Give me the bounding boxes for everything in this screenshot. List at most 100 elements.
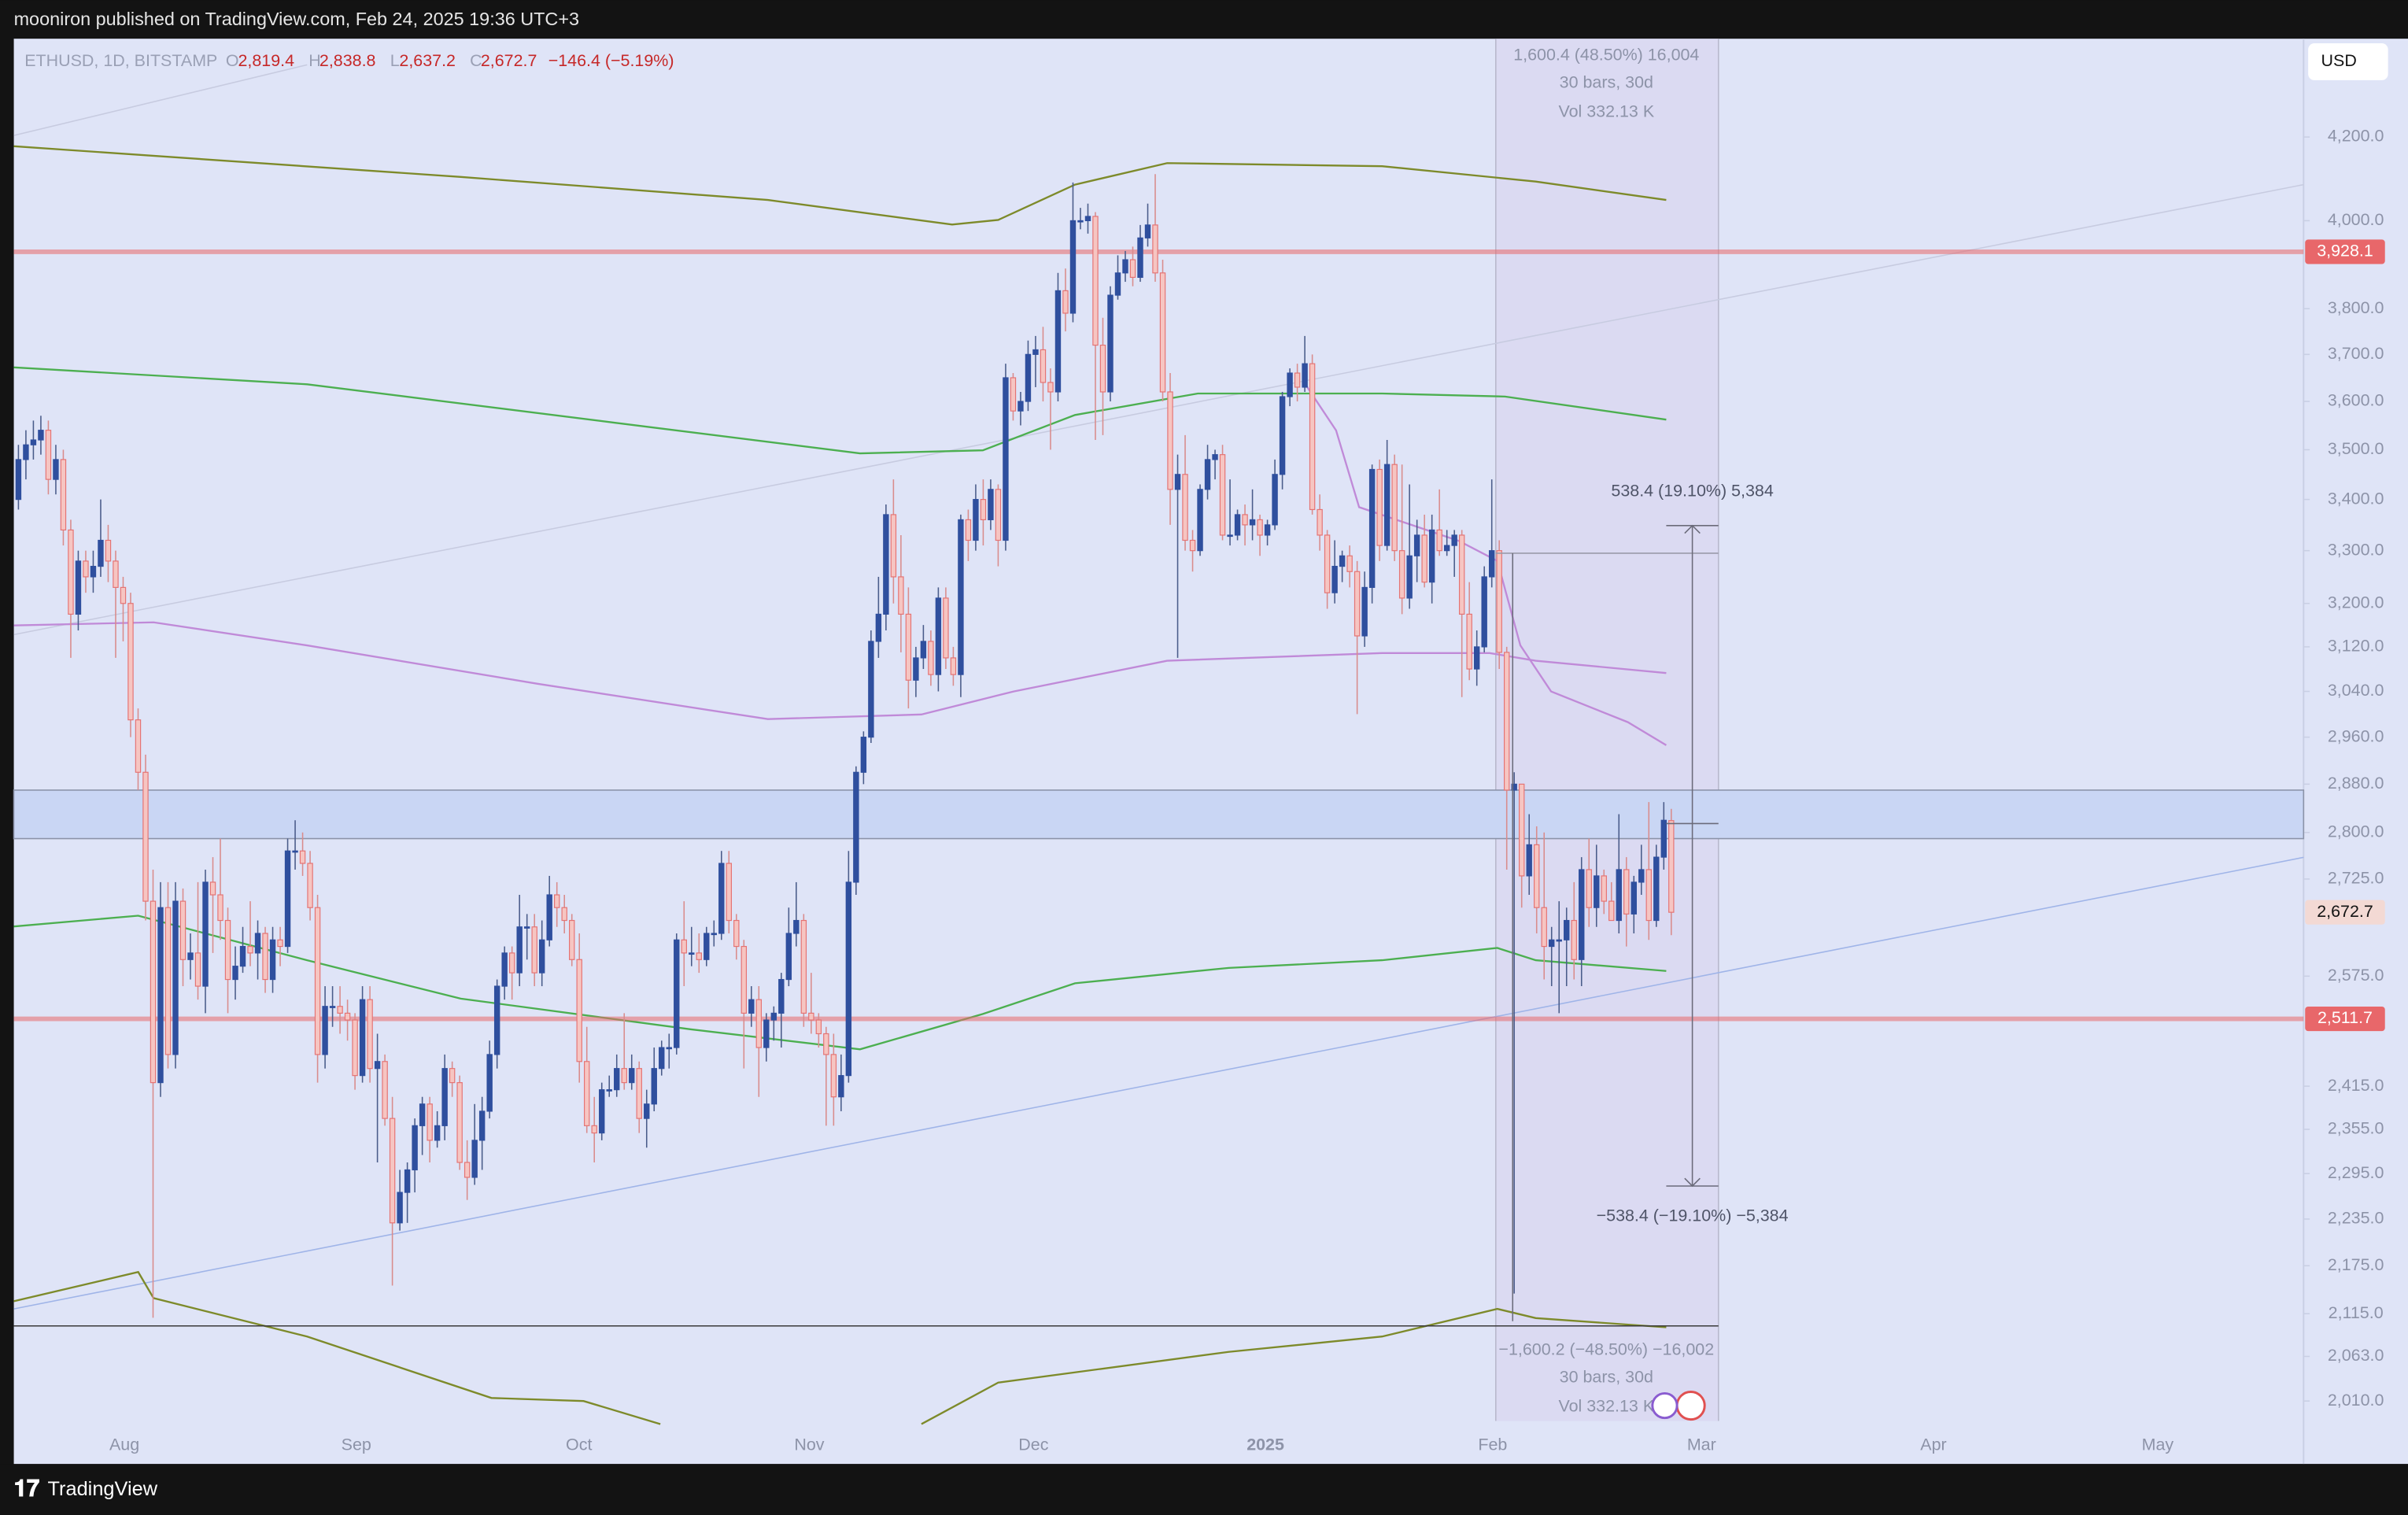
candle-body <box>1473 646 1480 670</box>
candle-body <box>958 519 964 675</box>
candle-body <box>830 1054 837 1098</box>
legend-value: 2,637.2 <box>399 51 456 70</box>
event-icon[interactable] <box>1651 1391 1679 1420</box>
candle-body <box>793 919 800 934</box>
candle-body <box>1234 514 1241 536</box>
candle-body <box>382 1061 388 1119</box>
candle-body <box>516 926 523 974</box>
candle-body <box>666 1047 672 1050</box>
footer-brand: TradingView <box>47 1478 157 1500</box>
candle-body <box>157 907 164 1084</box>
footer-logo: 𝟏𝟕 <box>14 1476 40 1502</box>
legend-symbol: ETHUSD, 1D, BITSTAMP <box>24 51 217 70</box>
event-icon[interactable] <box>1675 1391 1706 1421</box>
level-line <box>13 1016 2304 1022</box>
candle-body <box>337 1006 343 1014</box>
candle-body <box>1601 875 1607 902</box>
candle-body <box>53 459 59 480</box>
price-badge-label: 3,928.1 <box>2317 242 2373 261</box>
candle-body <box>98 539 104 567</box>
time-label: 2025 <box>1246 1435 1284 1454</box>
currency-label[interactable]: USD <box>2321 51 2357 70</box>
candle-body <box>1376 468 1383 546</box>
candle-body <box>23 444 29 460</box>
candle-body <box>75 560 82 615</box>
candle-body <box>1556 939 1562 942</box>
price-tick-label: 2,725.0 <box>2328 869 2384 888</box>
mid-line <box>13 621 1667 720</box>
candle-body <box>493 985 500 1055</box>
candle-body <box>1421 534 1427 583</box>
candle-body <box>538 939 545 974</box>
price-tick-label: 3,040.0 <box>2328 681 2384 700</box>
candle-body <box>905 613 912 681</box>
price-tick-label: 3,300.0 <box>2328 540 2384 559</box>
currency-button[interactable] <box>2308 43 2388 80</box>
upper-mid-band <box>13 366 1667 455</box>
upper-band <box>13 145 1667 226</box>
annotations: 1,600.4 (48.50%) 16,004 30 bars, 30d Vol… <box>1498 45 1788 1415</box>
annotation: 1,600.4 (48.50%) 16,004 <box>1513 45 1699 64</box>
candle-body <box>1368 468 1376 588</box>
candle-body <box>1331 565 1338 593</box>
candle-body <box>1413 534 1420 556</box>
legend-label: O <box>226 51 239 70</box>
price-tick-label: 3,700.0 <box>2328 344 2384 363</box>
candle-body <box>1631 881 1637 915</box>
candle-body <box>434 1125 441 1141</box>
candle-body <box>1564 919 1570 940</box>
candle-body <box>164 907 172 1055</box>
candle-body <box>1406 555 1413 599</box>
annotation: −1,600.2 (−48.50%) −16,002 <box>1498 1339 1714 1358</box>
candle-body <box>284 850 291 948</box>
candle-body <box>113 560 119 588</box>
candle-body <box>1144 224 1151 238</box>
time-label: Nov <box>794 1435 824 1454</box>
candle-body <box>1084 216 1091 222</box>
candle-body <box>726 863 733 922</box>
candle-body <box>1339 555 1346 567</box>
chart-area <box>13 39 2408 1465</box>
time-label: Mar <box>1687 1435 1716 1454</box>
annotation: 30 bars, 30d <box>1560 1368 1653 1387</box>
candle-body <box>1623 869 1630 915</box>
time-label: Oct <box>566 1435 592 1454</box>
candle-body <box>1645 869 1652 922</box>
candle-body <box>329 1006 336 1008</box>
candle-body <box>890 514 897 578</box>
candle-body <box>292 850 298 853</box>
price-tick-label: 2,575.0 <box>2328 966 2384 985</box>
candle-body <box>1077 220 1084 223</box>
candle-body <box>1579 869 1585 960</box>
candle-body <box>90 565 97 578</box>
candle-body <box>1047 382 1054 393</box>
arrow-head <box>1684 1177 1701 1188</box>
price-badge <box>2305 1006 2385 1032</box>
candle-body <box>1003 377 1009 541</box>
background-layer <box>13 39 2310 1425</box>
time-label: Dec <box>1018 1435 1048 1454</box>
candle-body <box>1526 844 1532 877</box>
candle-body <box>359 999 366 1077</box>
candle-body <box>60 459 67 530</box>
candle-body <box>1249 519 1256 526</box>
candle-body <box>404 1169 411 1193</box>
candle-body <box>307 863 313 908</box>
price-tick-label: 2,355.0 <box>2328 1119 2384 1138</box>
candle-body <box>860 737 867 773</box>
candle-body <box>785 933 792 981</box>
candle-body <box>1197 489 1203 552</box>
candle-body <box>344 1012 351 1021</box>
candle-body <box>397 1192 403 1224</box>
trend-line <box>13 183 2304 636</box>
candle-body <box>1354 571 1361 637</box>
candle-body <box>973 499 979 541</box>
candle-body <box>367 999 373 1070</box>
price-tick-label: 3,600.0 <box>2328 391 2384 410</box>
candle-body <box>913 657 919 681</box>
candle-body <box>1212 454 1218 460</box>
candle-body <box>943 597 949 659</box>
price-badge <box>2305 239 2385 264</box>
annotation: 30 bars, 30d <box>1560 72 1653 91</box>
candle-body <box>1638 869 1645 883</box>
